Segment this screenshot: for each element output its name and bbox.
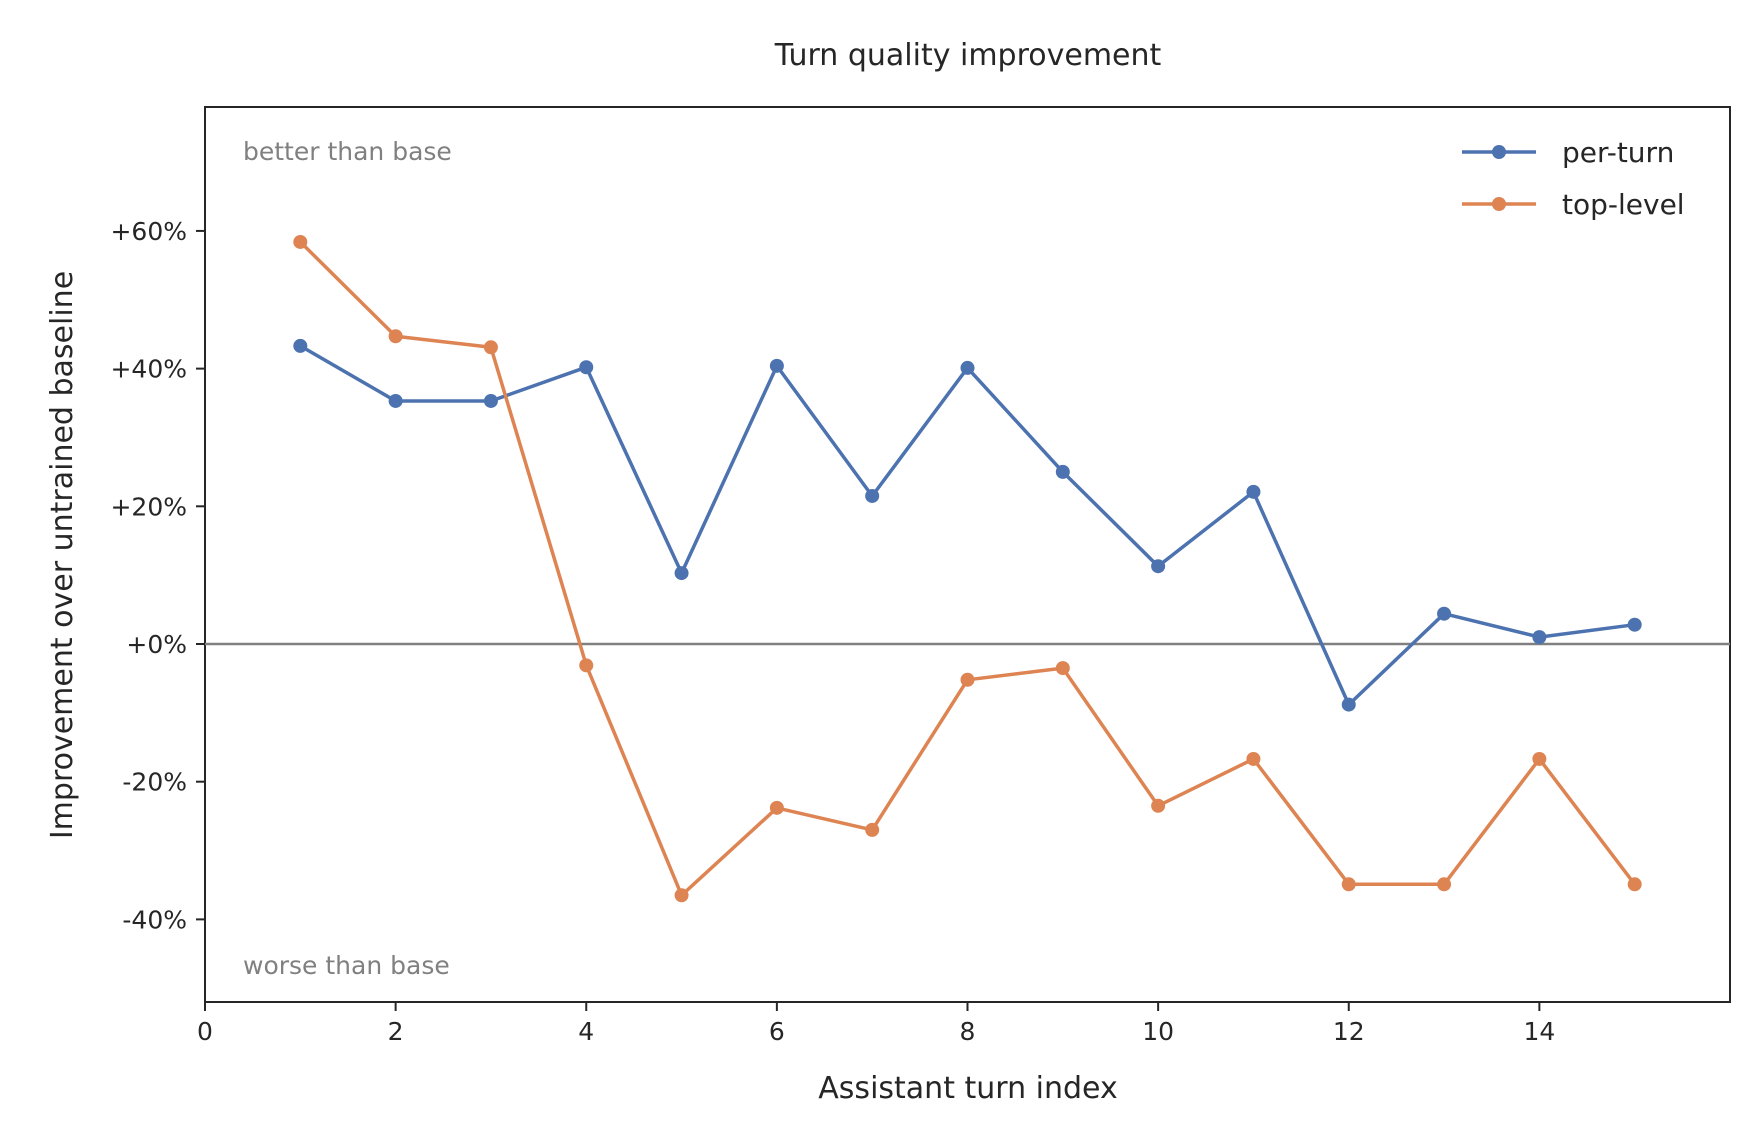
- y-tick-label: +20%: [110, 492, 187, 521]
- data-point: [579, 360, 594, 375]
- legend-item-top-level: top-level: [1462, 188, 1685, 221]
- y-tick-label: -40%: [122, 905, 187, 934]
- legend-swatch-marker: [1492, 197, 1506, 211]
- data-point: [1532, 630, 1547, 645]
- legend-swatch-marker: [1492, 145, 1506, 159]
- data-point: [1151, 798, 1166, 813]
- data-point: [960, 360, 975, 375]
- data-point: [1341, 697, 1356, 712]
- x-tick-label: 14: [1523, 1017, 1555, 1046]
- data-point: [388, 329, 403, 344]
- data-point: [865, 822, 880, 837]
- series-top-level: [293, 234, 1642, 903]
- data-point: [1437, 877, 1452, 892]
- data-point: [769, 358, 784, 373]
- legend-item-per-turn: per-turn: [1462, 136, 1674, 169]
- data-point: [674, 888, 689, 903]
- data-point: [1246, 484, 1261, 499]
- data-point: [1437, 606, 1452, 621]
- y-axis-title: Improvement over untrained baseline: [45, 271, 80, 839]
- y-tick-label: +60%: [110, 217, 187, 246]
- x-tick-label: 6: [769, 1017, 785, 1046]
- data-point: [674, 566, 689, 581]
- data-point: [960, 672, 975, 687]
- data-point: [1627, 877, 1642, 892]
- data-point: [1151, 559, 1166, 574]
- data-point: [293, 338, 308, 353]
- data-point: [293, 234, 308, 249]
- data-point: [769, 800, 784, 815]
- data-point: [483, 340, 498, 355]
- data-point: [865, 488, 880, 503]
- data-point: [579, 658, 594, 673]
- x-tick-label: 12: [1333, 1017, 1365, 1046]
- x-tick-label: 10: [1142, 1017, 1174, 1046]
- annotation-worse-than-base: worse than base: [243, 951, 450, 980]
- plot-frame: [204, 106, 1731, 1003]
- data-point: [388, 393, 403, 408]
- y-tick-label: +40%: [110, 355, 187, 384]
- x-tick-label: 2: [388, 1017, 404, 1046]
- y-tick-label: +0%: [126, 630, 187, 659]
- x-tick-label: 4: [578, 1017, 594, 1046]
- data-point: [1055, 661, 1070, 676]
- data-point: [1532, 751, 1547, 766]
- y-axis: -40% -20% +0% +20% +40% +60%: [110, 217, 205, 934]
- y-tick-label: -20%: [122, 768, 187, 797]
- x-axis: 0 2 4 6 8 10 12 14: [197, 1002, 1555, 1046]
- x-tick-label: 0: [197, 1017, 213, 1046]
- annotation-better-than-base: better than base: [243, 137, 452, 166]
- plot-area: [204, 106, 1731, 1003]
- legend: per-turn top-level: [1462, 136, 1685, 221]
- data-point: [1341, 877, 1356, 892]
- x-axis-title: Assistant turn index: [818, 1071, 1117, 1106]
- x-tick-label: 8: [960, 1017, 976, 1046]
- chart-title: Turn quality improvement: [774, 38, 1162, 73]
- data-point: [1627, 617, 1642, 632]
- series-layer: [293, 234, 1642, 903]
- data-point: [1055, 464, 1070, 479]
- data-point: [1246, 751, 1261, 766]
- data-point: [483, 393, 498, 408]
- series-per-turn: [293, 338, 1642, 712]
- legend-label: per-turn: [1562, 136, 1674, 169]
- legend-label: top-level: [1562, 188, 1685, 221]
